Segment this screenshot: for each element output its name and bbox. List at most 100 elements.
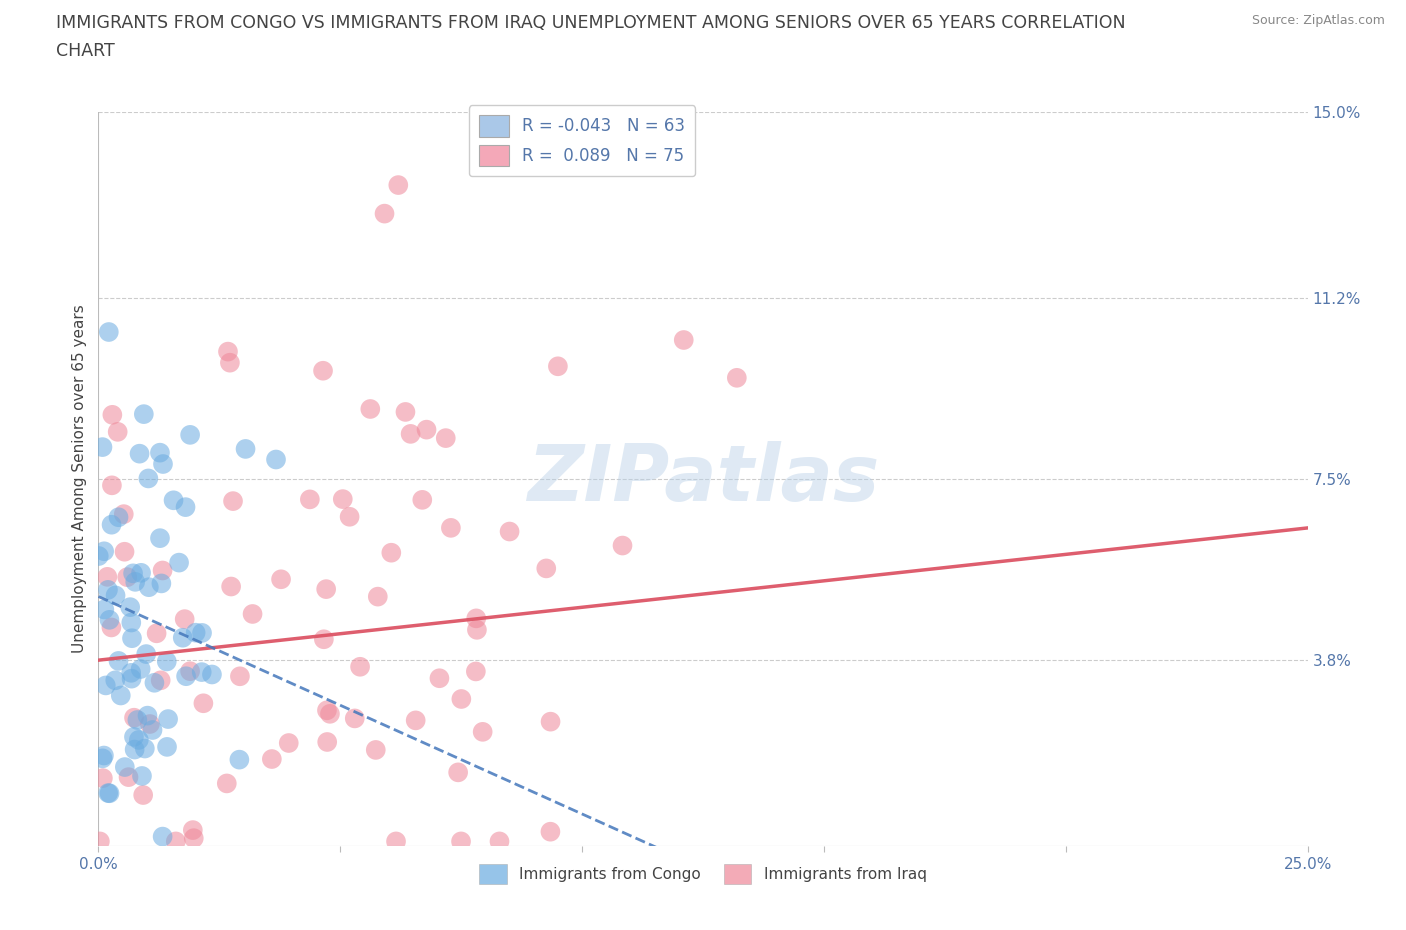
Point xyxy=(277,736,299,751)
Text: Source: ZipAtlas.com: Source: ZipAtlas.com xyxy=(1251,14,1385,27)
Point xyxy=(114,760,136,775)
Point xyxy=(316,735,339,750)
Point xyxy=(93,748,115,763)
Point xyxy=(385,834,408,849)
Point xyxy=(157,711,180,726)
Text: IMMIGRANTS FROM CONGO VS IMMIGRANTS FROM IRAQ UNEMPLOYMENT AMONG SENIORS OVER 65: IMMIGRANTS FROM CONGO VS IMMIGRANTS FROM… xyxy=(56,14,1126,32)
Point xyxy=(181,823,204,838)
Point xyxy=(332,492,354,507)
Point xyxy=(235,442,257,457)
Point xyxy=(411,492,433,507)
Point xyxy=(122,729,145,744)
Point xyxy=(93,602,115,617)
Point xyxy=(100,517,122,532)
Point xyxy=(228,752,250,767)
Point xyxy=(298,492,321,507)
Point xyxy=(138,471,160,485)
Point xyxy=(312,364,335,379)
Point xyxy=(174,499,197,514)
Point xyxy=(312,631,335,646)
Point xyxy=(100,620,122,635)
Point xyxy=(107,654,129,669)
Point xyxy=(141,723,163,737)
Point xyxy=(380,545,402,560)
Point xyxy=(127,712,149,727)
Point xyxy=(87,549,110,564)
Point xyxy=(121,631,143,645)
Point xyxy=(242,606,264,621)
Point xyxy=(120,600,142,615)
Point xyxy=(132,406,155,421)
Point xyxy=(143,675,166,690)
Point xyxy=(124,575,146,590)
Point xyxy=(349,659,371,674)
Point xyxy=(464,664,486,679)
Point xyxy=(150,576,173,591)
Point xyxy=(465,622,488,637)
Point xyxy=(131,768,153,783)
Point xyxy=(149,445,172,460)
Point xyxy=(538,824,561,839)
Point xyxy=(316,703,339,718)
Point xyxy=(97,582,120,597)
Point xyxy=(191,626,214,641)
Point xyxy=(165,834,187,849)
Point xyxy=(447,764,470,779)
Point xyxy=(152,457,174,472)
Text: CHART: CHART xyxy=(56,42,115,60)
Point xyxy=(107,510,129,525)
Point xyxy=(219,579,242,594)
Point xyxy=(367,590,389,604)
Point xyxy=(359,402,381,417)
Point xyxy=(184,625,207,640)
Point xyxy=(434,431,457,445)
Point xyxy=(91,440,114,455)
Point xyxy=(260,751,283,766)
Legend: Immigrants from Congo, Immigrants from Iraq: Immigrants from Congo, Immigrants from I… xyxy=(474,858,932,890)
Point xyxy=(450,834,472,849)
Point xyxy=(136,708,159,723)
Point xyxy=(89,834,111,849)
Point xyxy=(149,673,172,688)
Point xyxy=(134,741,156,756)
Point xyxy=(429,671,451,685)
Point xyxy=(179,664,201,679)
Point xyxy=(264,452,287,467)
Point xyxy=(465,611,488,626)
Point xyxy=(172,631,194,645)
Point xyxy=(162,493,184,508)
Point xyxy=(129,661,152,676)
Point xyxy=(215,776,238,790)
Point xyxy=(725,370,748,385)
Point xyxy=(222,494,245,509)
Point xyxy=(110,688,132,703)
Point xyxy=(91,771,114,786)
Point xyxy=(152,830,174,844)
Point xyxy=(315,581,337,596)
Point xyxy=(156,739,179,754)
Point xyxy=(93,544,115,559)
Point xyxy=(488,834,510,849)
Point xyxy=(415,422,437,437)
Y-axis label: Unemployment Among Seniors over 65 years: Unemployment Among Seniors over 65 years xyxy=(72,305,87,653)
Point xyxy=(145,626,167,641)
Point xyxy=(139,717,162,732)
Point xyxy=(190,665,212,680)
Point xyxy=(201,667,224,682)
Point xyxy=(104,588,127,603)
Point xyxy=(149,531,172,546)
Point xyxy=(107,424,129,439)
Point xyxy=(387,178,409,193)
Point xyxy=(536,561,558,576)
Point xyxy=(101,478,124,493)
Point xyxy=(122,565,145,580)
Point xyxy=(117,770,139,785)
Point xyxy=(183,830,205,845)
Point xyxy=(179,428,201,443)
Point xyxy=(152,563,174,578)
Point xyxy=(120,665,142,680)
Point xyxy=(405,713,427,728)
Point xyxy=(540,714,562,729)
Point xyxy=(129,565,152,580)
Point xyxy=(167,555,190,570)
